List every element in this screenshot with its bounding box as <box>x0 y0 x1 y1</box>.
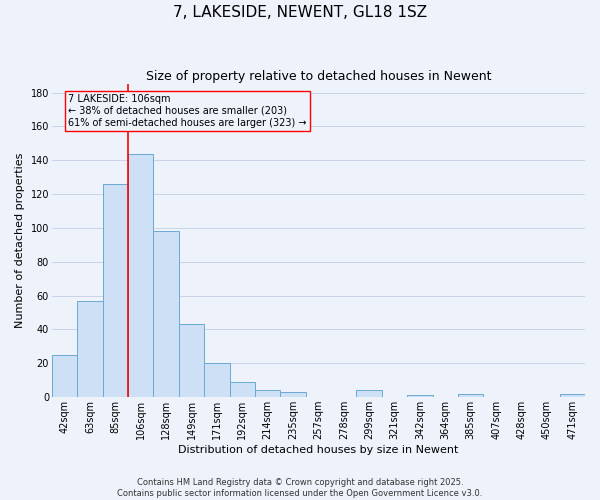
Text: Contains HM Land Registry data © Crown copyright and database right 2025.
Contai: Contains HM Land Registry data © Crown c… <box>118 478 482 498</box>
X-axis label: Distribution of detached houses by size in Newent: Distribution of detached houses by size … <box>178 445 458 455</box>
Title: Size of property relative to detached houses in Newent: Size of property relative to detached ho… <box>146 70 491 83</box>
Bar <box>52 355 77 397</box>
Text: 7, LAKESIDE, NEWENT, GL18 1SZ: 7, LAKESIDE, NEWENT, GL18 1SZ <box>173 5 427 20</box>
Bar <box>280 392 306 397</box>
Bar <box>154 232 179 397</box>
Bar <box>255 390 280 397</box>
Bar <box>458 394 484 397</box>
Bar <box>204 364 230 397</box>
Bar <box>128 154 154 397</box>
Bar <box>407 396 433 397</box>
Bar <box>179 324 204 397</box>
Y-axis label: Number of detached properties: Number of detached properties <box>15 153 25 328</box>
Bar <box>560 394 585 397</box>
Bar <box>103 184 128 397</box>
Bar <box>356 390 382 397</box>
Text: 7 LAKESIDE: 106sqm
← 38% of detached houses are smaller (203)
61% of semi-detach: 7 LAKESIDE: 106sqm ← 38% of detached hou… <box>68 94 307 128</box>
Bar <box>230 382 255 397</box>
Bar <box>77 300 103 397</box>
